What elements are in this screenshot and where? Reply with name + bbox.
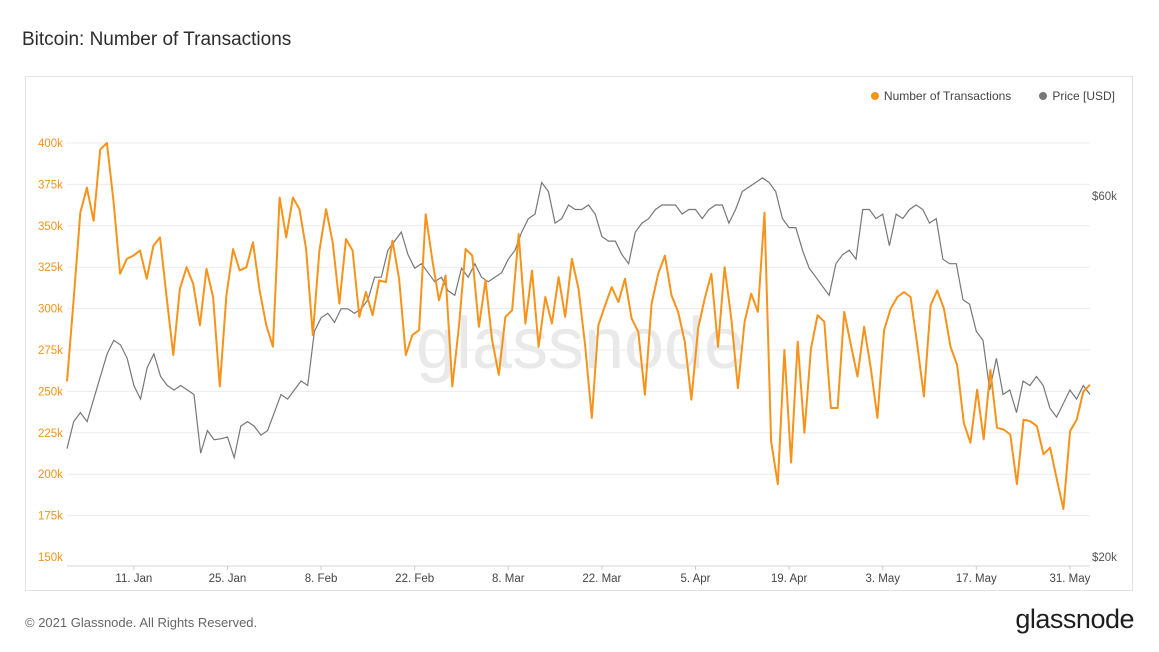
legend-item-transactions[interactable]: Number of Transactions bbox=[870, 89, 1012, 103]
left-axis-tick-label: 250k bbox=[38, 386, 63, 398]
x-axis-tick-label: 22. Mar bbox=[582, 573, 621, 585]
left-axis-tick-label: 375k bbox=[38, 179, 63, 191]
left-axis-tick-label: 200k bbox=[38, 469, 63, 481]
x-axis-tick-label: 8. Mar bbox=[492, 573, 525, 585]
legend-item-price[interactable]: Price [USD] bbox=[1039, 89, 1115, 103]
left-axis-tick-label: 400k bbox=[38, 138, 63, 150]
series-line-transactions bbox=[66, 142, 1091, 510]
chart-panel bbox=[25, 76, 1133, 591]
x-axis-tick-label: 22. Feb bbox=[395, 573, 434, 585]
x-axis-tick-label: 5. Apr bbox=[680, 573, 710, 585]
left-axis-tick-label: 225k bbox=[38, 428, 63, 440]
glassnode-logo: glassnode bbox=[1015, 604, 1134, 634]
left-axis-tick-label: 325k bbox=[38, 262, 63, 274]
x-axis-tick-label: 17. May bbox=[956, 573, 997, 585]
left-axis-tick-label: 275k bbox=[38, 345, 63, 357]
left-axis-tick-label: 175k bbox=[38, 511, 63, 523]
series-line-price bbox=[66, 177, 1091, 461]
left-axis-tick-label: 150k bbox=[38, 552, 63, 564]
chart-title: Bitcoin: Number of Transactions bbox=[22, 29, 292, 50]
left-axis-tick-label: 300k bbox=[38, 304, 63, 316]
left-axis-tick-label: 350k bbox=[38, 221, 63, 233]
legend-dot-transactions bbox=[870, 92, 879, 100]
legend-dot-price bbox=[1039, 92, 1048, 100]
copyright-text: © 2021 Glassnode. All Rights Reserved. bbox=[25, 615, 258, 630]
legend-label-transactions: Number of Transactions bbox=[883, 89, 1012, 103]
x-axis-tick-label: 8. Feb bbox=[305, 573, 338, 585]
x-axis-tick-label: 11. Jan bbox=[115, 573, 152, 585]
watermark-text: glassnode bbox=[416, 304, 744, 384]
legend-label-price: Price [USD] bbox=[1052, 89, 1115, 103]
x-axis-tick-label: 19. Apr bbox=[771, 573, 808, 585]
right-axis-tick-label: $20k bbox=[1092, 552, 1117, 564]
legend: Number of Transactions Price [USD] bbox=[870, 89, 1115, 103]
x-axis-tick-label: 25. Jan bbox=[209, 573, 247, 585]
x-axis-tick-label: 31. May bbox=[1049, 573, 1090, 585]
right-axis-tick-label: $60k bbox=[1092, 191, 1117, 203]
x-axis-tick-label: 3. May bbox=[865, 573, 900, 585]
